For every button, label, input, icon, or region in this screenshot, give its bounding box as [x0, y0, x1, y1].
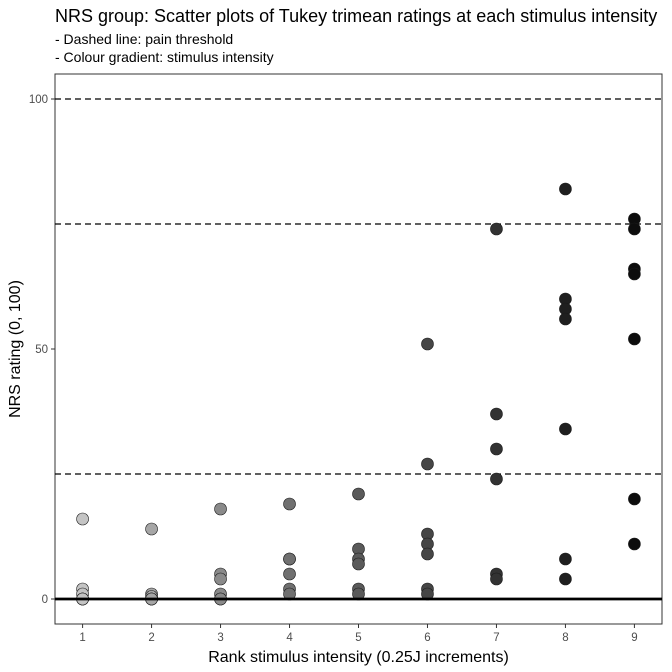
data-point	[628, 267, 641, 281]
data-point	[559, 182, 572, 196]
data-point	[283, 552, 296, 566]
x-tick-label: 7	[493, 632, 499, 644]
reference-lines	[55, 98, 662, 475]
x-tick-label: 3	[217, 632, 223, 644]
data-point	[490, 472, 503, 486]
data-point	[628, 332, 641, 346]
data-point	[628, 492, 641, 506]
chart-subtitle-line-1: - Dashed line: pain threshold	[55, 31, 233, 47]
x-tick-label: 5	[355, 632, 361, 644]
data-point	[283, 497, 296, 511]
data-point	[490, 222, 503, 236]
x-axis-label: Rank stimulus intensity (0.25J increment…	[208, 649, 509, 666]
y-axis-label: NRS rating (0, 100)	[7, 280, 24, 418]
x-tick-label: 2	[148, 632, 154, 644]
data-point	[559, 552, 572, 566]
data-point	[421, 547, 434, 561]
data-point	[559, 572, 572, 586]
x-tick-label: 6	[424, 632, 430, 644]
y-tick-label: 0	[42, 594, 48, 606]
chart-title: NRS group: Scatter plots of Tukey trimea…	[55, 6, 657, 26]
data-point	[421, 457, 434, 471]
data-point	[76, 512, 89, 526]
data-point	[559, 422, 572, 436]
y-axis: 0 50 100	[29, 94, 55, 606]
x-tick-label: 4	[286, 632, 293, 644]
data-point	[352, 557, 365, 571]
data-point	[145, 522, 158, 536]
x-axis: 1 2 3 4 5 6 7 8 9	[79, 624, 638, 644]
data-point	[214, 572, 227, 586]
data-point	[628, 537, 641, 551]
data-point	[490, 572, 503, 586]
y-tick-label: 50	[35, 344, 48, 356]
data-point	[490, 407, 503, 421]
y-tick-label: 100	[29, 94, 48, 106]
x-tick-label: 8	[562, 632, 568, 644]
x-tick-label: 9	[631, 632, 637, 644]
data-point	[490, 442, 503, 456]
chart-subtitle-line-2: - Colour gradient: stimulus intensity	[55, 49, 274, 65]
data-point	[214, 502, 227, 516]
data-point	[559, 312, 572, 326]
plot-panel	[54, 73, 663, 625]
data-points	[76, 182, 641, 606]
data-point	[628, 222, 641, 236]
x-tick-label: 1	[79, 632, 85, 644]
data-point	[352, 487, 365, 501]
data-point	[421, 337, 434, 351]
data-point	[283, 567, 296, 581]
